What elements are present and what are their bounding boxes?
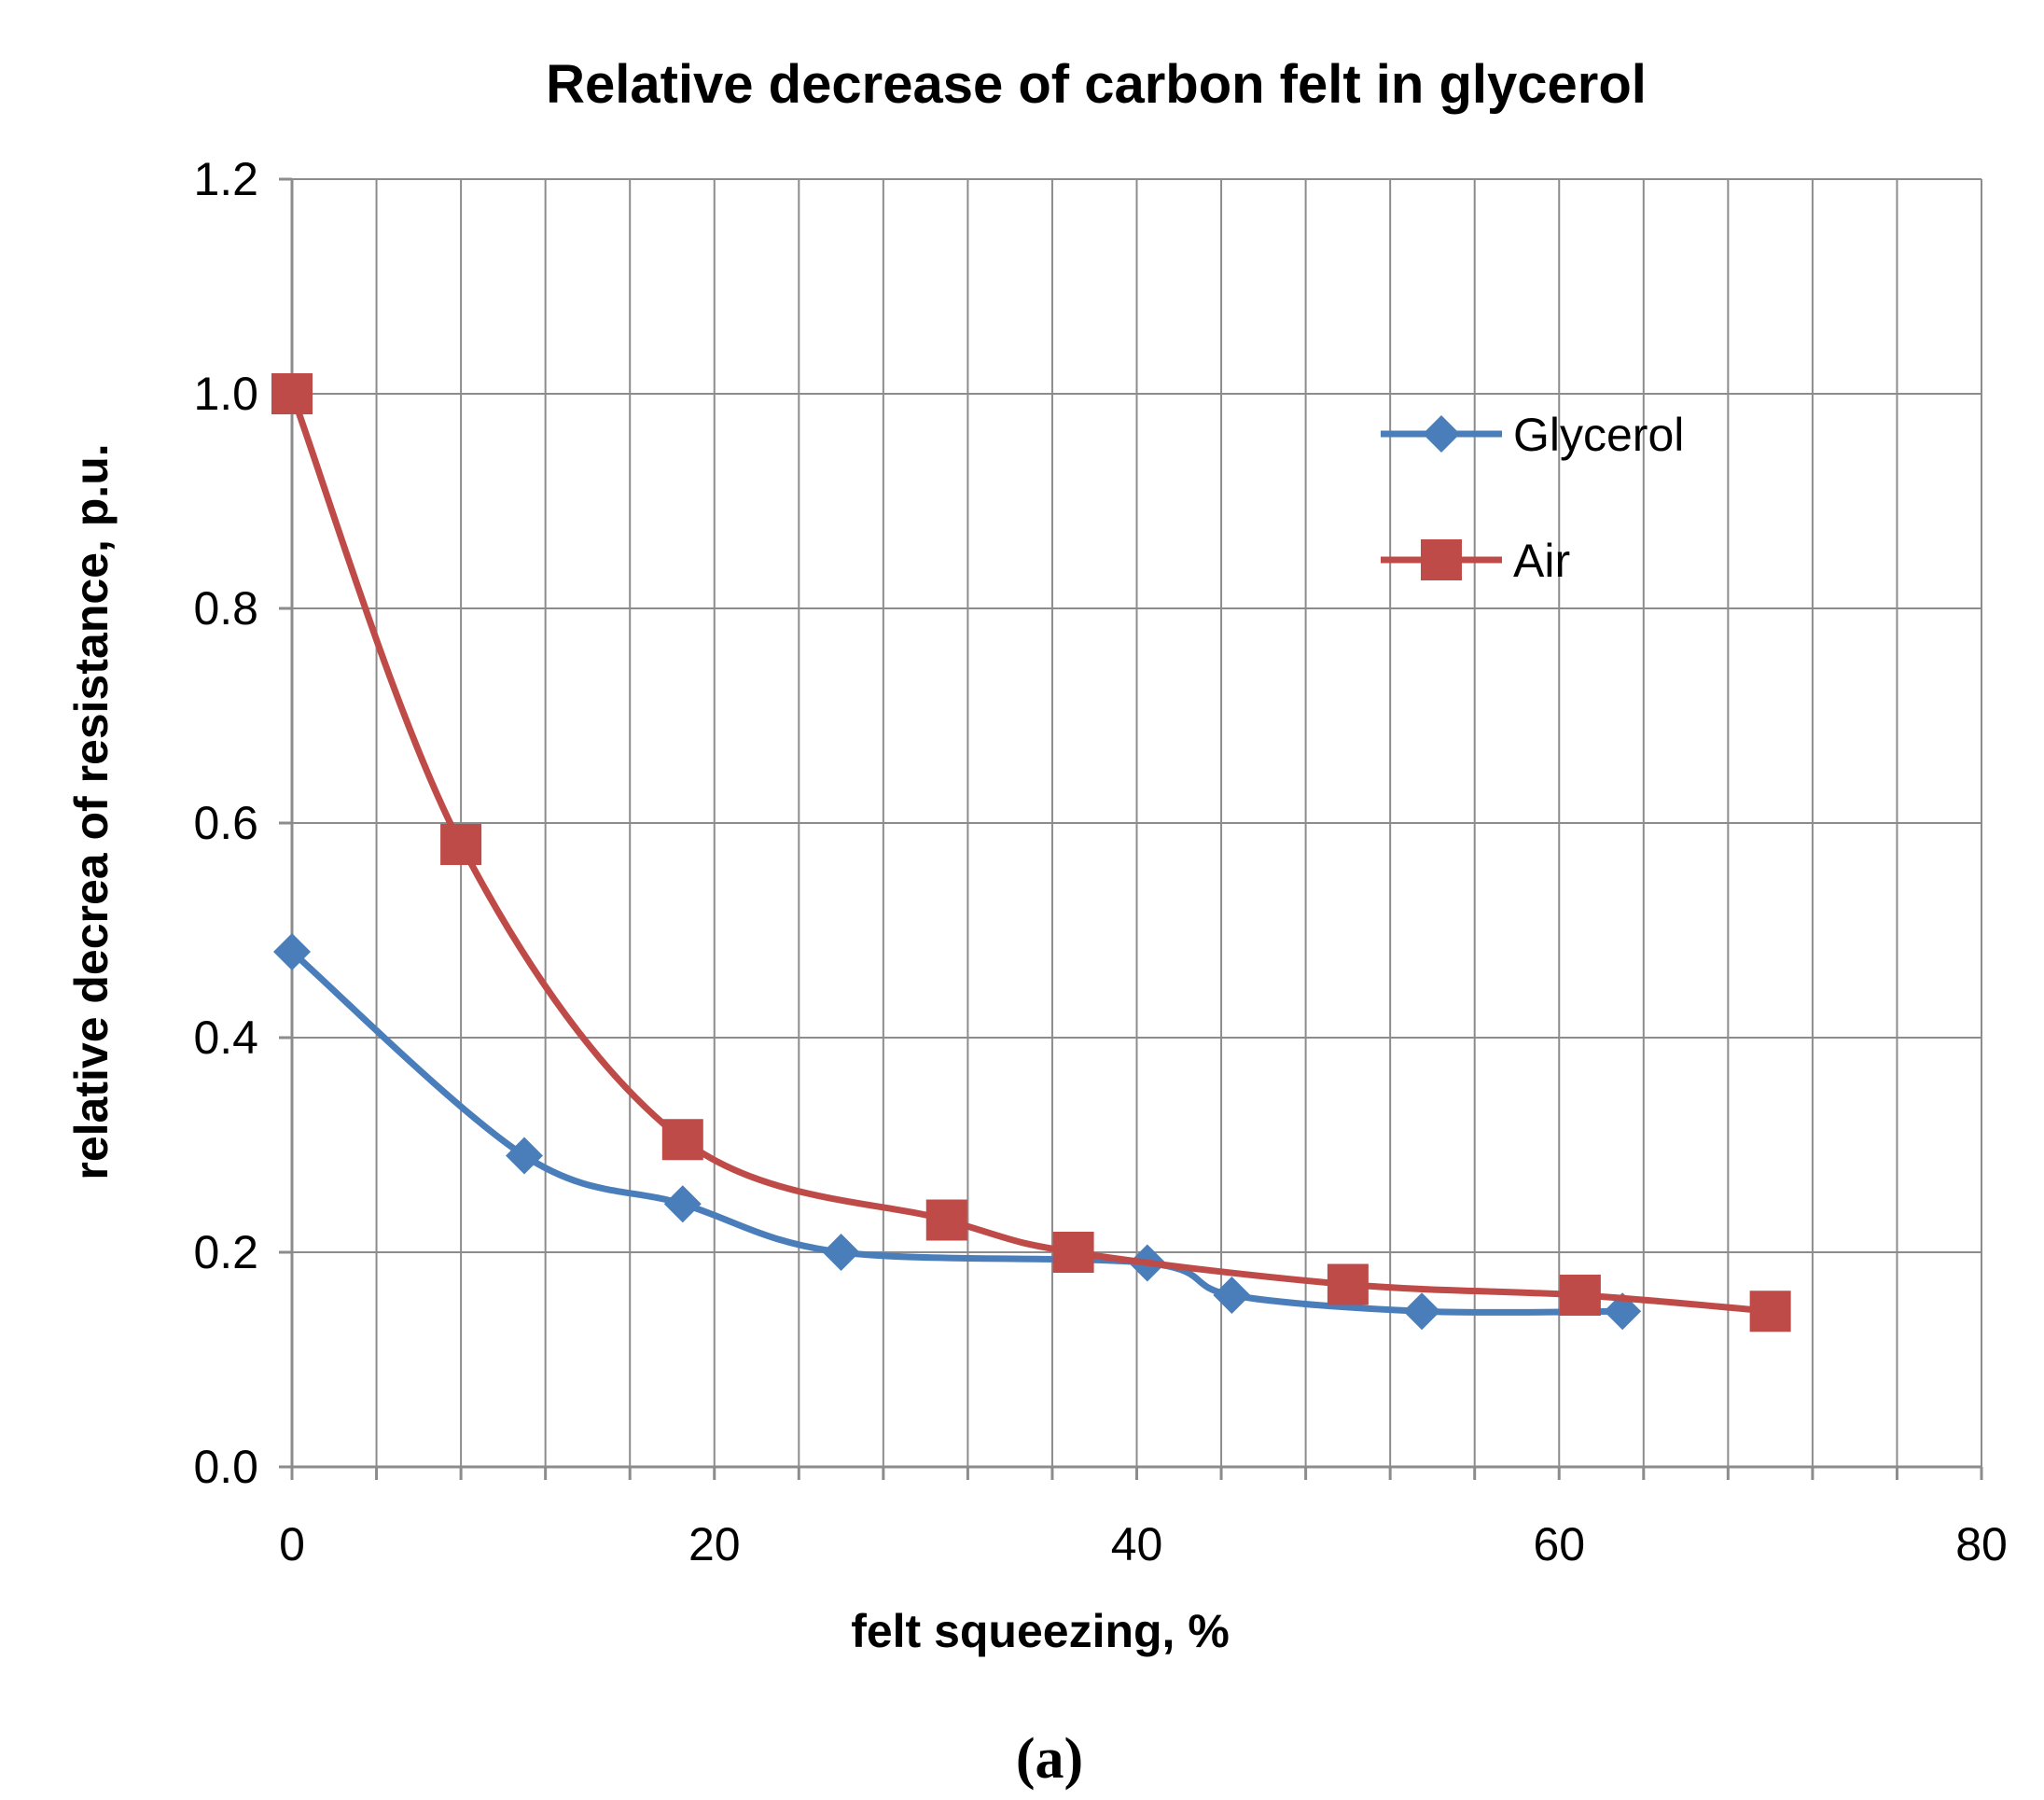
y-tick-labels: 0.0 0.2 0.4 0.6 0.8 1.0 1.2 xyxy=(193,153,258,1493)
data-point-air xyxy=(1052,1232,1094,1273)
data-point-air xyxy=(440,824,482,865)
data-point-air xyxy=(925,1199,967,1241)
series-line-air xyxy=(288,390,1774,1315)
x-tick-label: 20 xyxy=(688,1518,741,1570)
data-point-glycerol xyxy=(273,933,311,970)
y-tick-label: 0.0 xyxy=(193,1441,258,1493)
y-axis-label: relative decrea of resistance, p.u. xyxy=(65,443,118,1179)
x-tick-label: 0 xyxy=(279,1518,305,1570)
y-tick-label: 0.6 xyxy=(193,797,258,849)
x-tick-labels: 0 20 40 60 80 xyxy=(279,1518,2008,1570)
x-tick-label: 80 xyxy=(1955,1518,2008,1570)
y-tick-label: 0.2 xyxy=(193,1226,258,1278)
y-tick-label: 1.0 xyxy=(193,368,258,420)
x-tick-label: 60 xyxy=(1533,1518,1585,1570)
figure-caption: (a) xyxy=(1016,1727,1083,1791)
data-point-glycerol xyxy=(663,1185,702,1223)
y-tick-label: 1.2 xyxy=(193,153,258,205)
series xyxy=(271,373,1791,1333)
axes xyxy=(279,177,1983,1480)
legend: Glycerol Air xyxy=(1381,409,1684,587)
data-point-glycerol xyxy=(1403,1292,1441,1331)
x-tick-label: 40 xyxy=(1111,1518,1163,1570)
series-line-glycerol xyxy=(288,948,1626,1317)
y-tick-label: 0.8 xyxy=(193,582,258,635)
grid xyxy=(292,178,1982,1467)
data-point-air xyxy=(271,373,313,414)
data-point-air xyxy=(1559,1275,1601,1316)
chart-title: Relative decrease of carbon felt in glyc… xyxy=(546,54,1647,115)
legend-marker-air xyxy=(1421,539,1462,580)
data-point-air xyxy=(1749,1291,1791,1333)
legend-marker-glycerol xyxy=(1423,415,1460,453)
data-point-glycerol xyxy=(822,1234,860,1271)
legend-item-glycerol: Glycerol xyxy=(1381,409,1684,461)
data-point-glycerol xyxy=(506,1137,544,1175)
data-point-glycerol xyxy=(1213,1277,1251,1314)
y-tick-label: 0.4 xyxy=(193,1012,258,1064)
legend-label-air: Air xyxy=(1513,535,1570,587)
legend-item-air: Air xyxy=(1381,535,1570,587)
x-axis-label: felt squeezing, % xyxy=(851,1605,1230,1657)
series-air xyxy=(271,373,1791,1333)
legend-label-glycerol: Glycerol xyxy=(1513,409,1684,461)
data-point-air xyxy=(661,1119,703,1161)
series-glycerol xyxy=(273,933,1642,1331)
data-point-air xyxy=(1327,1263,1369,1305)
